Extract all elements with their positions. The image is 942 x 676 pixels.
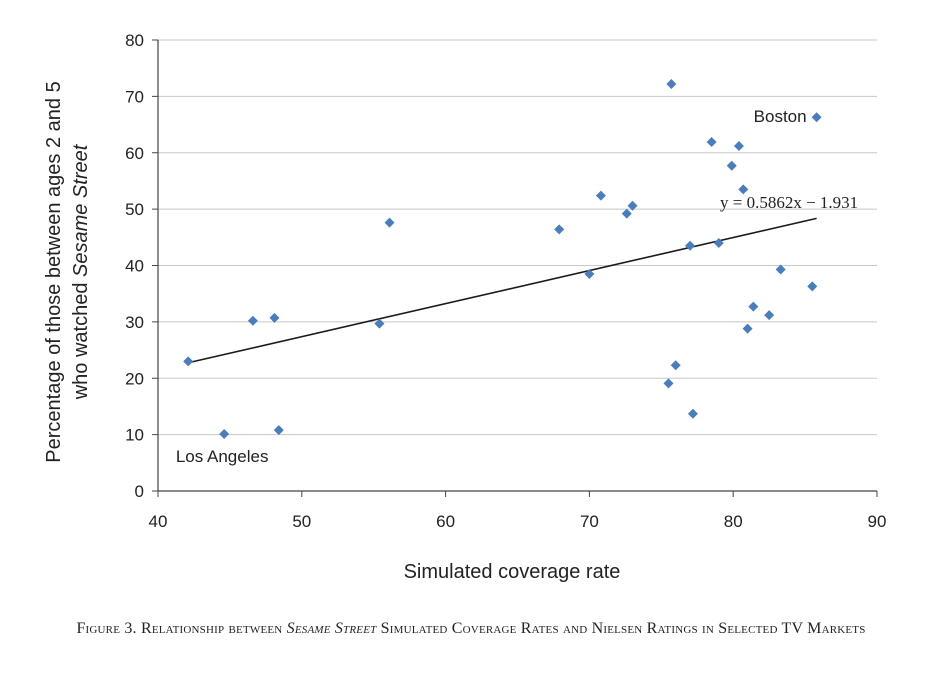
data-point-13 — [666, 78, 677, 89]
data-point-2 — [247, 315, 258, 326]
data-point-27 — [811, 112, 822, 123]
data-point-1 — [219, 429, 230, 440]
data-point-3 — [269, 312, 280, 323]
caption-post: Simulated Coverage Rates and Nielsen Rat… — [376, 620, 866, 637]
x-axis-title: Simulated coverage rate — [404, 561, 621, 583]
data-point-7 — [554, 224, 565, 235]
data-point-21 — [738, 184, 749, 195]
x-tick-label-90: 90 — [868, 512, 887, 531]
data-point-9 — [595, 190, 606, 201]
axes — [152, 39, 878, 497]
figure-caption: Figure 3. Relationship between Sesame St… — [0, 618, 942, 640]
data-point-25 — [775, 264, 786, 275]
trendline-segment — [188, 217, 817, 364]
caption-pre: Figure 3. Relationship between — [76, 620, 287, 637]
data-point-20 — [733, 140, 744, 151]
y-tick-label-20: 20 — [125, 369, 144, 388]
data-point-4 — [273, 425, 284, 436]
y-axis-title-line2: who watched Sesame Street — [70, 143, 92, 400]
data-point-23 — [748, 301, 759, 312]
x-tick-label-70: 70 — [580, 512, 599, 531]
scatter-chart: 0 10 20 30 40 50 60 70 80 40 50 60 70 80 90 Boston Los… — [43, 31, 887, 583]
y-tick-labels: 0 10 20 30 40 50 60 70 80 — [125, 31, 144, 501]
data-point-5 — [374, 318, 385, 329]
gridlines — [158, 39, 877, 436]
data-point-11 — [627, 200, 638, 211]
y-tick-label-80: 80 — [125, 31, 144, 50]
annotations: Boston Los Angeles — [176, 107, 807, 466]
data-point-6 — [384, 217, 395, 228]
x-tick-label-60: 60 — [436, 512, 455, 531]
data-point-19 — [726, 160, 737, 171]
data-point-26 — [807, 281, 818, 292]
y-tick-label-60: 60 — [125, 144, 144, 163]
data-point-22 — [742, 323, 753, 334]
data-point-17 — [706, 137, 717, 148]
data-point-16 — [687, 408, 698, 419]
x-tick-label-40: 40 — [149, 512, 168, 531]
trendline — [188, 217, 817, 364]
x-tick-label-80: 80 — [724, 512, 743, 531]
data-point-12 — [663, 378, 674, 389]
y-axis-title-line1: Percentage of those between ages 2 and 5 — [43, 81, 65, 462]
data-point-0 — [183, 356, 194, 367]
caption-italic: Sesame Street — [286, 620, 377, 637]
trendline-equation: y = 0.5862x − 1.931 — [720, 193, 858, 212]
y-tick-label-70: 70 — [125, 87, 144, 106]
annotation-boston: Boston — [754, 107, 807, 126]
x-tick-label-50: 50 — [292, 512, 311, 531]
y-tick-label-30: 30 — [125, 313, 144, 332]
y-tick-label-0: 0 — [135, 482, 144, 501]
y-tick-label-10: 10 — [125, 426, 144, 445]
data-point-24 — [764, 310, 775, 321]
data-point-8 — [584, 268, 595, 279]
x-tick-labels: 40 50 60 70 80 90 — [149, 512, 887, 531]
y-axis-title-line2-italic: Sesame Street — [70, 143, 92, 277]
data-point-14 — [670, 360, 681, 371]
data-points — [183, 78, 822, 440]
y-axis-title-line2-pre: who watched — [70, 277, 92, 400]
y-tick-label-50: 50 — [125, 200, 144, 219]
data-point-15 — [685, 240, 696, 251]
data-point-10 — [621, 208, 632, 219]
y-tick-label-40: 40 — [125, 257, 144, 276]
annotation-los-angeles: Los Angeles — [176, 447, 269, 466]
data-point-18 — [713, 237, 724, 248]
